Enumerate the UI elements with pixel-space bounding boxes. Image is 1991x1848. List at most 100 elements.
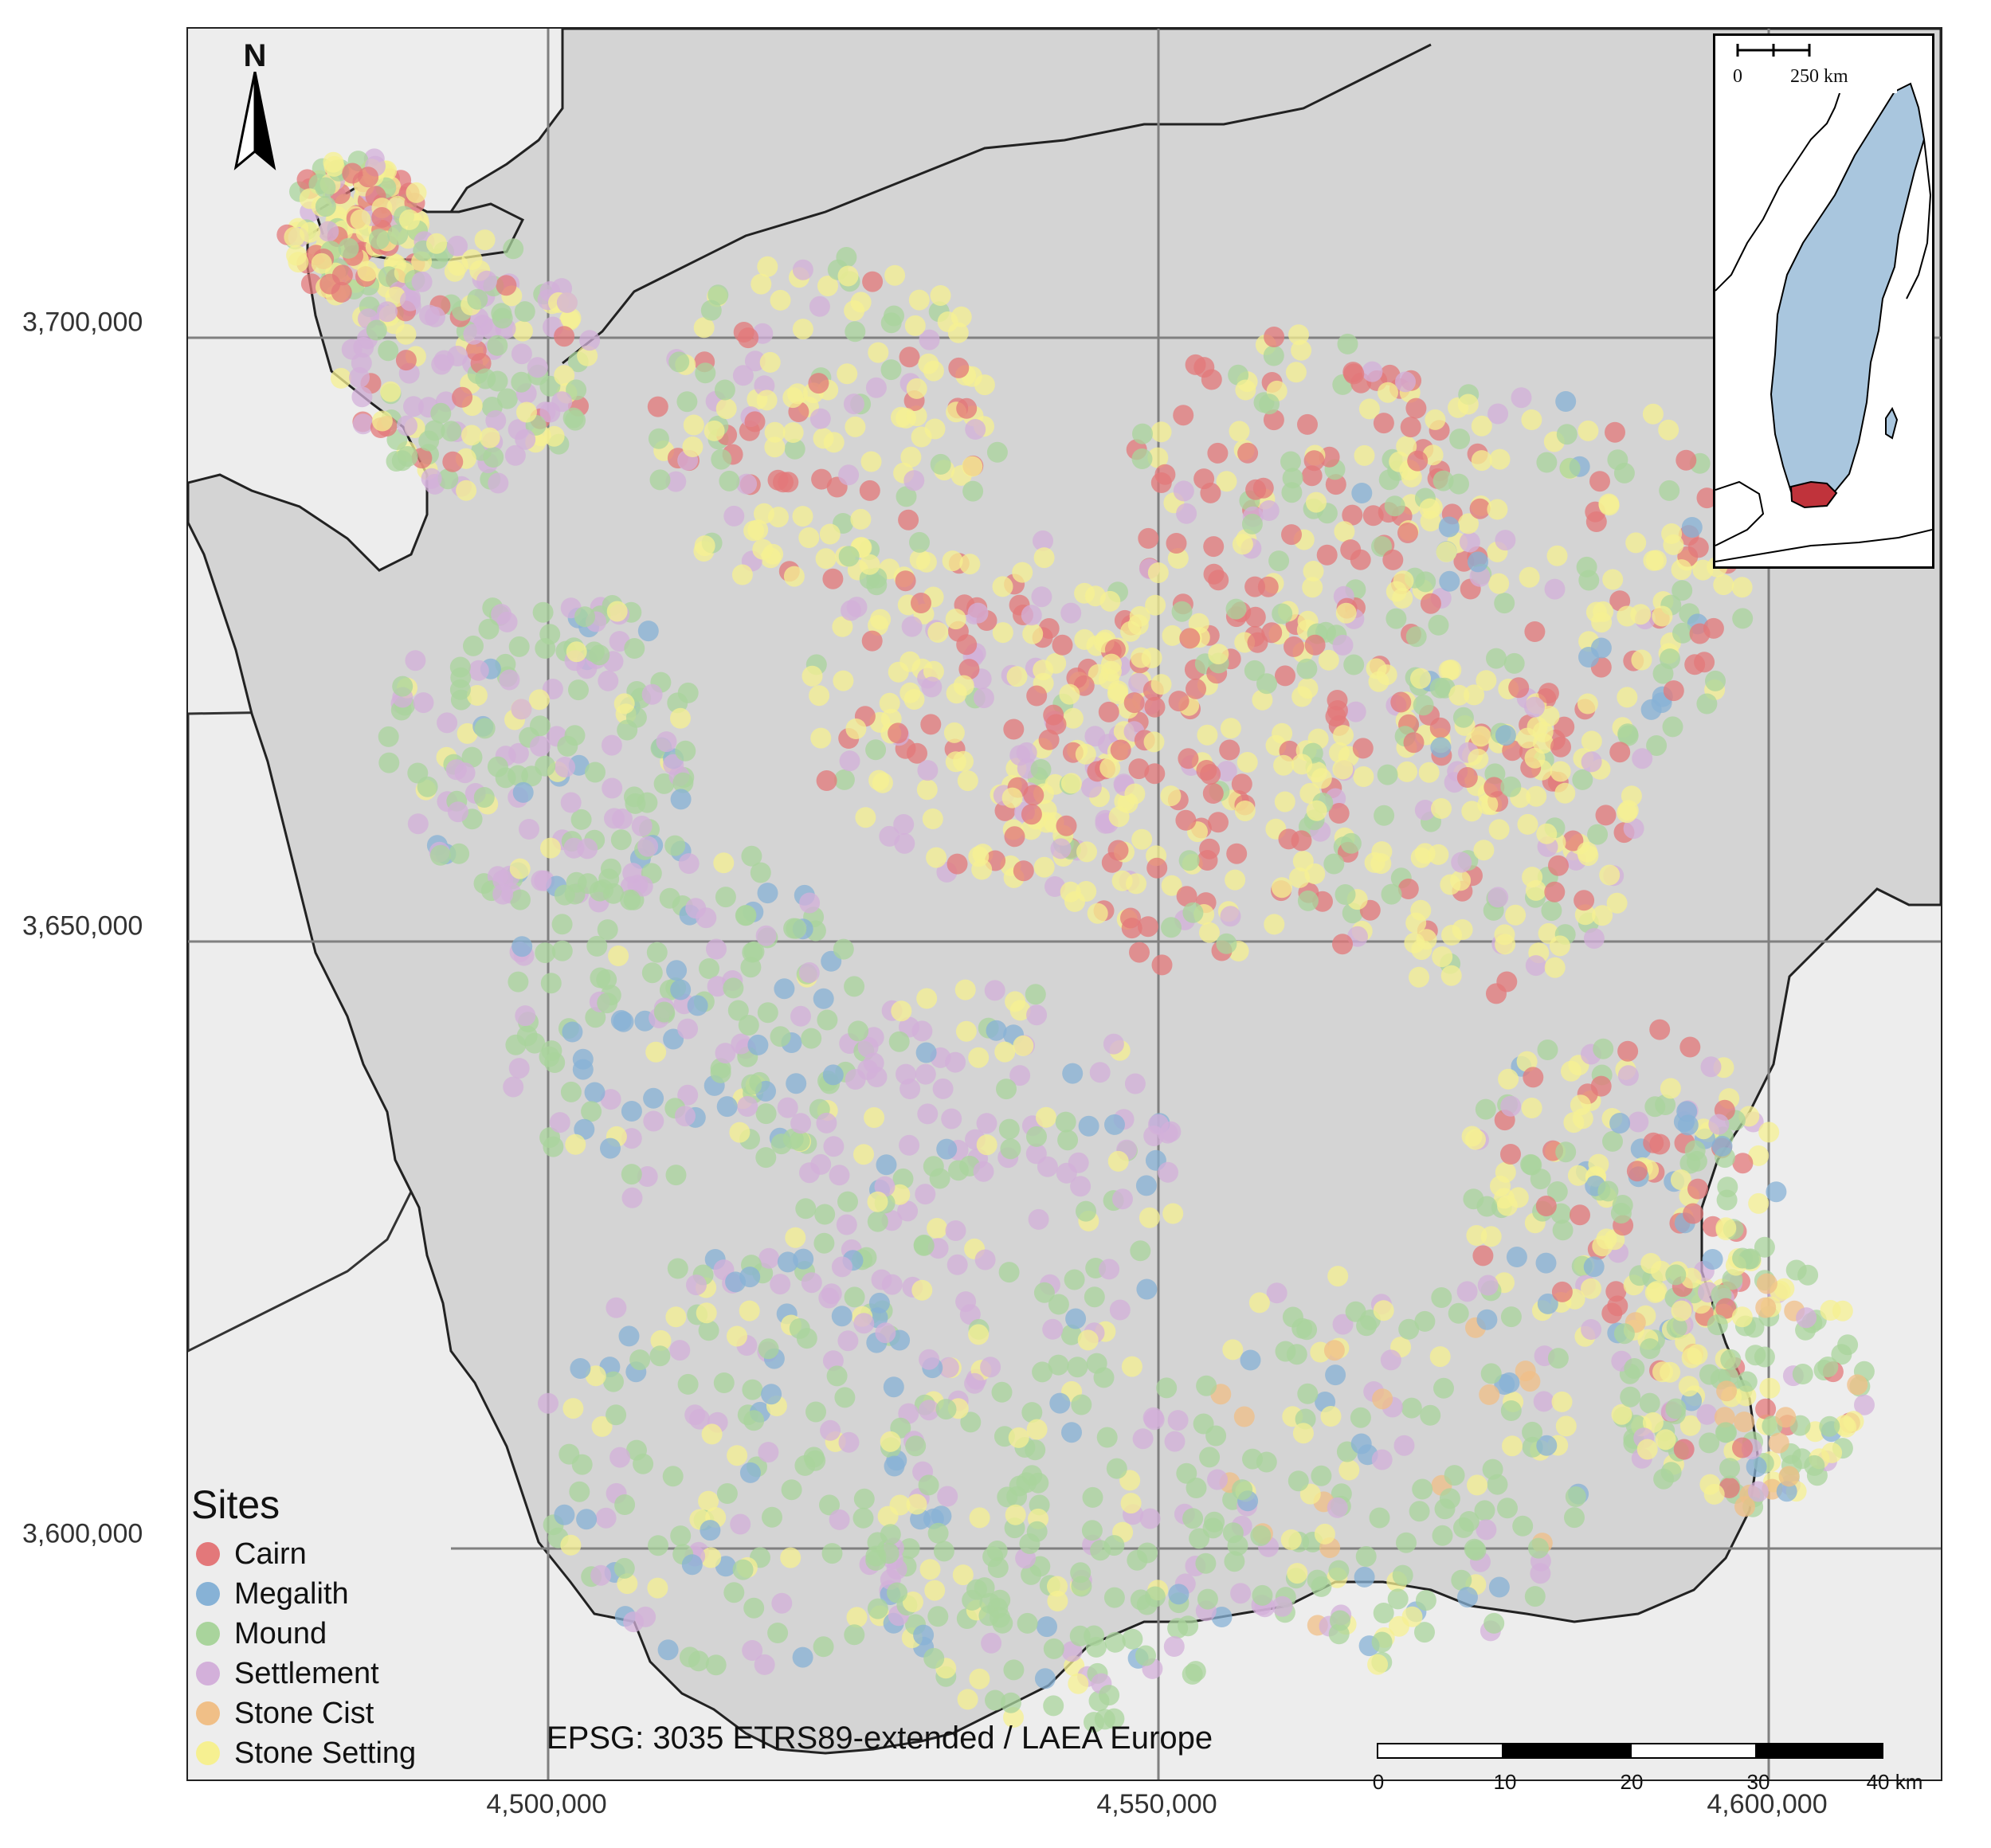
site-point bbox=[1665, 1398, 1687, 1419]
site-point bbox=[576, 658, 598, 679]
site-point bbox=[844, 976, 865, 997]
map-canvas[interactable] bbox=[188, 29, 1941, 1779]
site-point bbox=[1407, 450, 1429, 472]
site-point bbox=[670, 1525, 692, 1547]
site-point bbox=[631, 816, 653, 836]
site-point bbox=[1005, 1504, 1026, 1525]
site-point bbox=[485, 410, 507, 431]
site-point bbox=[1061, 1641, 1083, 1662]
site-point bbox=[1178, 850, 1200, 871]
site-point bbox=[413, 692, 434, 714]
site-point bbox=[1034, 1668, 1056, 1689]
site-point bbox=[1570, 1094, 1591, 1116]
site-point bbox=[641, 962, 663, 984]
inset-locator-map[interactable]: 0 250 km bbox=[1713, 33, 1934, 569]
site-point bbox=[1197, 1588, 1218, 1610]
site-point bbox=[1731, 577, 1753, 598]
site-point bbox=[1418, 762, 1440, 783]
site-point bbox=[1103, 1708, 1125, 1729]
site-point bbox=[986, 1020, 1007, 1041]
site-point bbox=[1468, 748, 1489, 769]
site-point bbox=[576, 1509, 598, 1530]
site-point bbox=[1448, 473, 1469, 495]
site-point bbox=[617, 1573, 638, 1595]
site-point bbox=[758, 1442, 779, 1463]
site-point bbox=[682, 437, 704, 457]
site-point bbox=[400, 290, 421, 311]
site-point bbox=[1318, 649, 1339, 671]
site-point bbox=[555, 757, 576, 777]
site-point bbox=[1448, 684, 1470, 706]
site-point bbox=[862, 271, 884, 292]
site-point bbox=[1461, 1126, 1483, 1147]
site-point bbox=[1288, 324, 1309, 346]
site-point bbox=[1393, 1435, 1415, 1456]
site-point bbox=[1354, 444, 1375, 466]
site-point bbox=[1578, 420, 1599, 441]
site-point bbox=[590, 1564, 612, 1586]
site-point bbox=[1535, 1196, 1557, 1216]
site-point bbox=[1679, 1036, 1701, 1058]
legend-item: Stone Cist bbox=[191, 1693, 416, 1733]
site-point bbox=[419, 304, 440, 326]
site-point bbox=[531, 870, 552, 891]
site-point bbox=[1382, 549, 1404, 570]
site-point bbox=[1291, 830, 1312, 852]
site-point bbox=[549, 1112, 570, 1133]
site-point bbox=[1332, 758, 1354, 780]
site-point bbox=[1220, 906, 1241, 927]
site-point bbox=[1182, 1508, 1204, 1529]
site-point bbox=[1677, 1114, 1699, 1136]
site-point bbox=[597, 919, 618, 941]
site-point bbox=[1282, 1306, 1303, 1328]
site-point bbox=[666, 960, 688, 981]
site-point bbox=[754, 1654, 775, 1675]
site-point bbox=[1043, 1695, 1064, 1717]
site-point bbox=[1303, 450, 1325, 472]
site-point bbox=[1644, 1282, 1666, 1303]
site-point bbox=[1033, 856, 1055, 878]
site-point bbox=[793, 1248, 814, 1270]
site-point bbox=[1451, 1569, 1472, 1591]
site-point bbox=[1431, 798, 1452, 819]
site-point bbox=[1602, 569, 1624, 590]
site-point bbox=[971, 859, 993, 880]
site-point bbox=[1546, 545, 1568, 566]
site-point bbox=[1684, 1140, 1706, 1161]
site-point bbox=[911, 593, 931, 613]
site-point bbox=[566, 641, 587, 663]
site-point bbox=[1048, 1294, 1069, 1315]
site-point bbox=[1469, 498, 1491, 519]
site-point bbox=[1755, 1297, 1777, 1318]
site-point bbox=[1429, 677, 1451, 699]
site-point bbox=[893, 814, 915, 835]
site-point bbox=[913, 1624, 935, 1646]
site-point bbox=[701, 1423, 723, 1445]
site-point bbox=[747, 1034, 769, 1055]
site-point bbox=[759, 351, 781, 373]
site-point bbox=[1660, 1361, 1681, 1383]
site-point bbox=[895, 570, 916, 592]
map-frame[interactable] bbox=[186, 27, 1942, 1781]
site-point bbox=[859, 480, 880, 501]
site-point bbox=[750, 862, 771, 883]
site-point bbox=[1033, 530, 1053, 551]
site-point bbox=[888, 1031, 910, 1052]
site-point bbox=[1373, 1300, 1394, 1321]
site-point bbox=[1663, 680, 1684, 702]
site-point bbox=[922, 808, 943, 829]
site-point bbox=[1736, 1371, 1758, 1392]
site-point bbox=[896, 486, 917, 507]
site-point bbox=[1687, 1178, 1708, 1200]
site-point bbox=[1526, 785, 1547, 807]
site-point bbox=[463, 635, 484, 656]
site-point bbox=[565, 409, 586, 431]
site-point bbox=[927, 1522, 949, 1544]
site-point bbox=[1263, 409, 1284, 431]
site-point bbox=[675, 740, 696, 762]
site-point bbox=[1082, 1486, 1103, 1508]
site-point bbox=[998, 1262, 1020, 1283]
site-point bbox=[947, 1254, 968, 1275]
site-point bbox=[1602, 1130, 1623, 1152]
site-point bbox=[496, 388, 518, 409]
